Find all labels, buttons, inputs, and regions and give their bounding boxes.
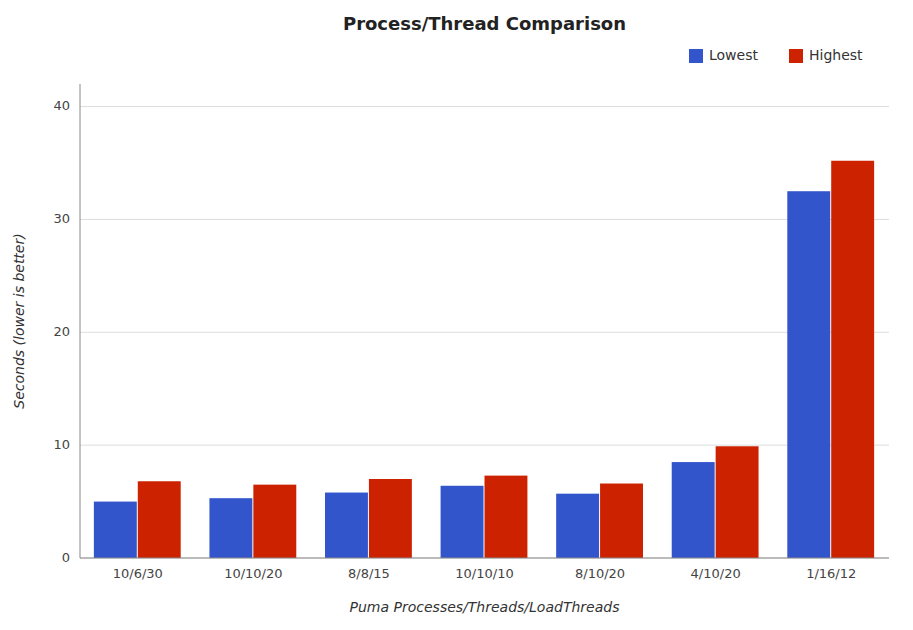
- x-tick-label: 8/10/20: [575, 566, 625, 581]
- legend-swatch: [789, 49, 803, 63]
- legend-label: Highest: [809, 47, 863, 63]
- y-tick-label: 0: [62, 550, 70, 565]
- y-tick-label: 10: [53, 437, 70, 452]
- grid-line: [80, 106, 889, 107]
- x-axis-label: Puma Processes/Threads/LoadThreads: [350, 599, 620, 615]
- legend-swatch: [689, 49, 703, 63]
- bars: [94, 161, 874, 558]
- bar: [253, 485, 296, 558]
- bar: [831, 161, 874, 558]
- grid-line: [80, 445, 889, 446]
- bar: [672, 462, 715, 558]
- x-tick-label: 10/10/10: [455, 566, 513, 581]
- x-axis-line: [80, 558, 889, 559]
- chart-container: 0 10 20 30 40 10/6/30 10/10/20 8/8/15 10/10/10 8/…: [0, 0, 913, 630]
- y-tick-label: 20: [53, 324, 70, 339]
- bar: [209, 498, 252, 558]
- bar: [787, 191, 830, 558]
- x-tick-label: 10/6/30: [113, 566, 163, 581]
- legend: Lowest Highest: [689, 47, 863, 63]
- bar: [94, 502, 137, 558]
- bar: [556, 494, 599, 558]
- x-tick-label: 1/16/12: [806, 566, 856, 581]
- y-axis-line: [80, 84, 81, 558]
- bar: [600, 484, 643, 558]
- bar: [325, 493, 368, 558]
- x-tick-label: 10/10/20: [224, 566, 282, 581]
- title: Process/Thread Comparison: [343, 13, 626, 34]
- x-tick-label: 4/10/20: [691, 566, 741, 581]
- y-tick-label: 30: [53, 211, 70, 226]
- chart-svg: 0 10 20 30 40 10/6/30 10/10/20 8/8/15 10/10/10 8/…: [0, 0, 913, 630]
- legend-label: Lowest: [709, 47, 758, 63]
- grid-line: [80, 558, 889, 559]
- bar: [138, 481, 181, 558]
- grid-line: [80, 332, 889, 333]
- grid: [80, 107, 889, 558]
- x-tick-label: 8/8/15: [348, 566, 390, 581]
- bar: [441, 486, 484, 558]
- bar: [485, 476, 528, 558]
- y-axis-label: Seconds (lower is better): [11, 233, 27, 408]
- bar: [369, 479, 412, 558]
- grid-line: [80, 219, 889, 220]
- bar: [716, 446, 759, 558]
- y-tick-label: 40: [53, 98, 70, 113]
